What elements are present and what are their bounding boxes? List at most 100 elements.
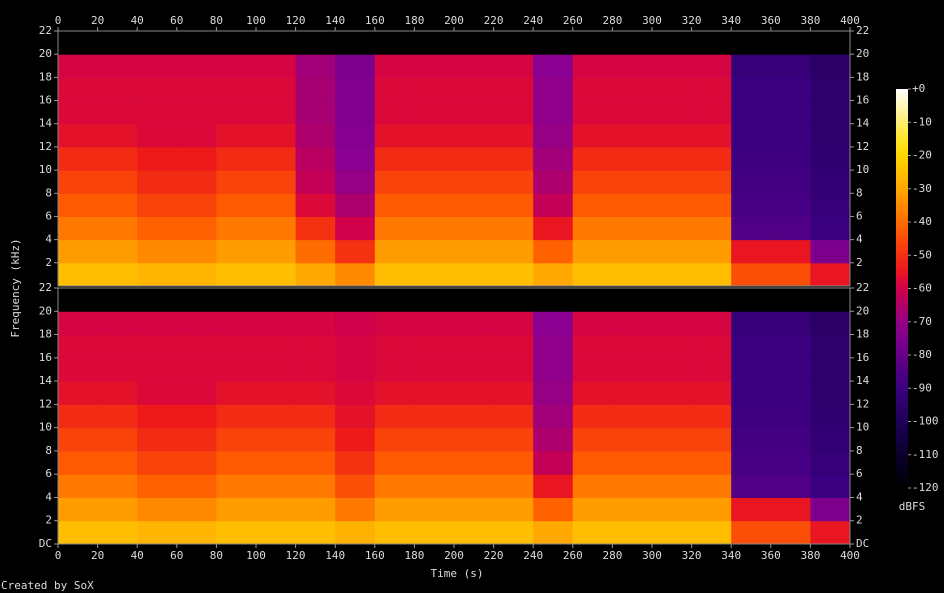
colorbar-tick-label: -70 (912, 315, 932, 328)
colorbar-tick-label: -20 (912, 149, 932, 162)
cell (216, 404, 257, 429)
cell (612, 239, 653, 264)
cell (58, 239, 99, 264)
footer: Created by SoX (1, 579, 94, 592)
cell (295, 381, 336, 405)
cell (374, 262, 415, 287)
cell (176, 427, 217, 452)
cell (137, 288, 178, 312)
y-tick-label: 12 (39, 140, 52, 153)
cell (810, 334, 851, 359)
cell (652, 357, 693, 382)
cell (691, 77, 732, 102)
cell (97, 288, 138, 312)
cell (731, 262, 772, 287)
x-tick-label: 20 (91, 549, 104, 562)
cell (295, 146, 336, 171)
cell (691, 520, 732, 545)
y-axis-label: Frequency (kHz) (9, 238, 22, 337)
cell (176, 146, 217, 171)
cell (572, 381, 613, 405)
y-tick-label: DC (39, 537, 52, 550)
y-tick-label: 10 (39, 163, 52, 176)
x-tick-label: 60 (170, 549, 183, 562)
x-tick-label: 200 (444, 549, 464, 562)
cell (533, 100, 574, 125)
cell (414, 404, 455, 429)
cell (295, 54, 336, 78)
cell (216, 288, 257, 312)
cell (256, 474, 297, 498)
cell (652, 497, 693, 522)
cell (414, 427, 455, 452)
cell (58, 216, 99, 241)
cell (572, 123, 613, 148)
x-tick-label: 160 (365, 14, 385, 27)
cell (533, 239, 574, 264)
cell (810, 170, 851, 194)
cell (137, 497, 178, 522)
cell (414, 31, 455, 55)
cell (691, 31, 732, 55)
cell (295, 100, 336, 125)
colorbar-label: dBFS (899, 500, 926, 513)
cell (731, 54, 772, 78)
cell (97, 193, 138, 217)
cell (770, 123, 811, 148)
cell (493, 334, 534, 359)
cell (414, 450, 455, 475)
cell (374, 193, 415, 217)
y-tick-label: 12 (856, 397, 869, 410)
cell (97, 311, 138, 336)
cell (652, 520, 693, 545)
cell (295, 450, 336, 475)
cell (335, 123, 376, 148)
y-tick-label: 18 (856, 328, 869, 341)
cell (58, 357, 99, 382)
cell (176, 77, 217, 102)
cell (691, 262, 732, 287)
cell (691, 100, 732, 125)
cell (731, 193, 772, 217)
cell (493, 520, 534, 545)
cell (176, 31, 217, 55)
x-tick-label: 120 (286, 549, 306, 562)
cell (335, 334, 376, 359)
cell (612, 474, 653, 498)
cell (652, 262, 693, 287)
cell (731, 146, 772, 171)
cell (295, 77, 336, 102)
cell (335, 146, 376, 171)
y-tick-label: 22 (856, 24, 869, 37)
cell (97, 146, 138, 171)
cell (810, 193, 851, 217)
cell (612, 311, 653, 336)
cell (770, 239, 811, 264)
cell (216, 193, 257, 217)
cell (137, 216, 178, 241)
cell (137, 357, 178, 382)
x-tick-label: 320 (682, 549, 702, 562)
y-tick-label: 4 (856, 233, 863, 246)
cell (58, 77, 99, 102)
y-tick-label: 14 (856, 117, 870, 130)
y-tick-label: 2 (856, 514, 863, 527)
cell (256, 216, 297, 241)
y-tick-label: 22 (39, 24, 52, 37)
cell (58, 288, 99, 312)
cell (137, 262, 178, 287)
cell (295, 170, 336, 194)
cell (97, 381, 138, 405)
cell (295, 520, 336, 545)
cell (652, 77, 693, 102)
cell (691, 216, 732, 241)
cell (414, 474, 455, 498)
cell (493, 216, 534, 241)
cell (176, 216, 217, 241)
cell (374, 474, 415, 498)
cell (533, 31, 574, 55)
cell (335, 77, 376, 102)
cell (137, 239, 178, 264)
cell (810, 123, 851, 148)
cell (691, 146, 732, 171)
